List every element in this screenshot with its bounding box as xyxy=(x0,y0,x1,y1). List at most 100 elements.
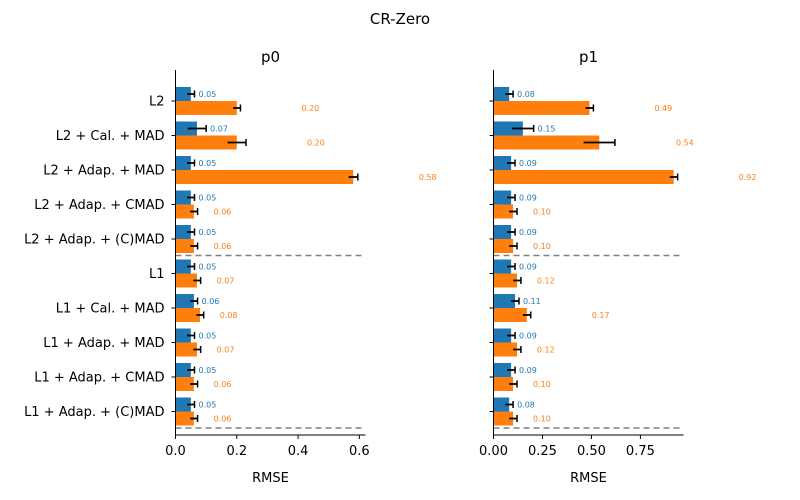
panel-title: p1 xyxy=(579,48,598,66)
bar xyxy=(493,121,523,136)
value-label: 0.05 xyxy=(199,159,217,168)
bar xyxy=(175,101,237,115)
bar xyxy=(493,239,514,253)
value-label: 0.05 xyxy=(199,332,217,341)
value-label: 0.05 xyxy=(199,194,217,203)
x-tick-label: 0.0 xyxy=(165,444,186,459)
bar xyxy=(493,170,674,184)
value-label: 0.09 xyxy=(519,263,537,272)
value-label: 0.05 xyxy=(199,228,217,237)
bar xyxy=(175,328,191,343)
x-axis-label: RMSE xyxy=(570,471,607,486)
x-tick-label: 0.4 xyxy=(288,444,309,459)
panel-p0: p0 L2 0.05 0.20 L2 + Cal. + MAD 0.07 0.20 L2 + … xyxy=(24,48,437,486)
bar xyxy=(493,156,512,170)
x-tick-label: 0.2 xyxy=(226,444,247,459)
value-label: 0.10 xyxy=(533,208,551,217)
value-label: 0.10 xyxy=(533,415,551,424)
bar xyxy=(175,259,191,274)
value-label: 0.08 xyxy=(517,401,535,410)
bar xyxy=(175,411,194,426)
value-label: 0.06 xyxy=(202,297,220,306)
bar xyxy=(175,239,194,253)
bar xyxy=(493,190,512,205)
category-label: L1 + Adap. + CMAD xyxy=(34,371,164,386)
category-label: L2 + Cal. + MAD xyxy=(56,129,165,144)
bar xyxy=(493,363,512,377)
category-label: L1 + Adap. + MAD xyxy=(43,336,164,351)
bar xyxy=(493,308,527,322)
figure-suptitle: CR-Zero xyxy=(370,10,430,28)
value-label: 0.09 xyxy=(519,194,537,203)
bar xyxy=(175,170,354,184)
value-label: 0.05 xyxy=(199,263,217,272)
value-label: 0.09 xyxy=(519,332,537,341)
x-tick-label: 0.50 xyxy=(577,444,606,459)
value-label: 0.07 xyxy=(217,277,235,286)
bar xyxy=(493,294,516,308)
value-label: 0.10 xyxy=(533,380,551,389)
panel-p1: p10.080.490.150.540.090.920.090.100.090.… xyxy=(479,48,756,486)
bar xyxy=(175,397,191,412)
x-tick-label: 0.00 xyxy=(479,444,508,459)
bar xyxy=(493,259,512,274)
panel-title: p0 xyxy=(261,48,280,66)
value-label: 0.54 xyxy=(676,139,694,148)
value-label: 0.07 xyxy=(217,346,235,355)
value-label: 0.09 xyxy=(519,228,537,237)
value-label: 0.08 xyxy=(517,90,535,99)
value-label: 0.92 xyxy=(739,173,757,182)
category-label: L1 + Adap. + (C)MAD xyxy=(24,405,164,420)
value-label: 0.11 xyxy=(523,297,541,306)
value-label: 0.05 xyxy=(199,366,217,375)
bar xyxy=(493,411,514,426)
category-label: L2 + Adap. + (C)MAD xyxy=(24,233,164,248)
bar xyxy=(493,342,518,357)
value-label: 0.07 xyxy=(210,125,228,134)
bar xyxy=(493,397,510,412)
bar xyxy=(175,308,201,322)
x-tick-label: 0.6 xyxy=(349,444,370,459)
value-label: 0.06 xyxy=(214,242,232,251)
bar xyxy=(175,87,191,101)
bar xyxy=(493,328,512,343)
value-label: 0.08 xyxy=(220,311,238,320)
bar xyxy=(175,135,237,150)
value-label: 0.20 xyxy=(301,104,319,113)
value-label: 0.20 xyxy=(307,139,325,148)
category-label: L1 + Cal. + MAD xyxy=(56,302,165,317)
x-tick-label: 0.25 xyxy=(528,444,557,459)
bar xyxy=(175,121,197,136)
bar xyxy=(175,377,194,391)
category-label: L2 + Adap. + CMAD xyxy=(34,198,164,213)
value-label: 0.10 xyxy=(533,242,551,251)
value-label: 0.12 xyxy=(537,277,555,286)
category-label: L2 + Adap. + MAD xyxy=(43,164,164,179)
value-label: 0.05 xyxy=(199,90,217,99)
bar xyxy=(175,294,194,308)
category-label: L1 xyxy=(149,267,165,282)
bar xyxy=(175,273,197,288)
value-label: 0.05 xyxy=(199,401,217,410)
x-axis-label: RMSE xyxy=(252,471,289,486)
bar xyxy=(493,273,518,288)
bar xyxy=(493,225,512,239)
bar xyxy=(493,135,600,150)
value-label: 0.15 xyxy=(538,125,556,134)
value-label: 0.06 xyxy=(214,380,232,389)
bar xyxy=(175,225,191,239)
value-label: 0.06 xyxy=(214,208,232,217)
bar xyxy=(175,156,191,170)
bar xyxy=(493,377,514,391)
category-label: L2 xyxy=(149,95,165,110)
bar xyxy=(175,363,191,377)
value-label: 0.58 xyxy=(419,173,437,182)
bar xyxy=(493,204,514,219)
value-label: 0.17 xyxy=(592,311,610,320)
bar xyxy=(175,342,197,357)
value-label: 0.12 xyxy=(537,346,555,355)
x-tick-label: 0.75 xyxy=(626,444,655,459)
value-label: 0.06 xyxy=(214,415,232,424)
bar xyxy=(175,204,194,219)
